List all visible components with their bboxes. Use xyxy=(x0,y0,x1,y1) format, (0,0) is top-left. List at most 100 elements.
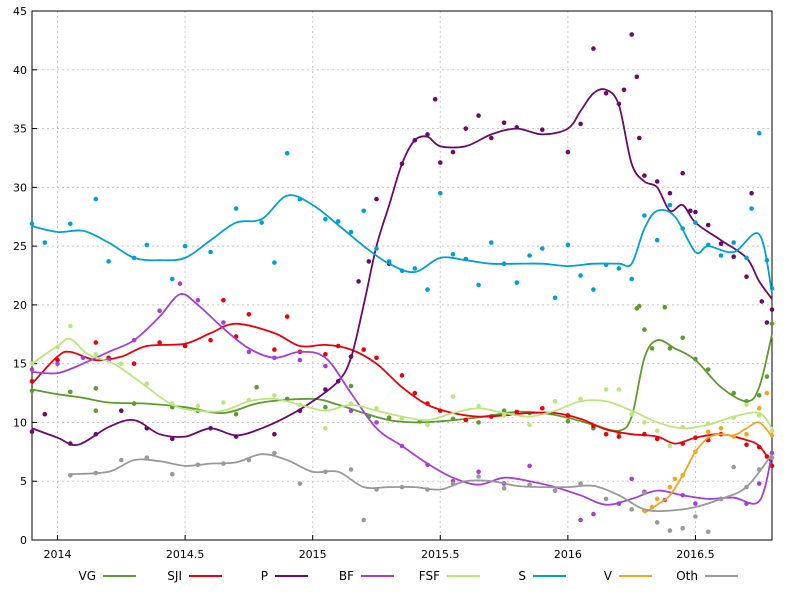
data-point-bf xyxy=(374,420,379,425)
data-point-p xyxy=(540,127,545,132)
trend-line-bf xyxy=(31,293,773,506)
data-point-fsf xyxy=(629,411,634,417)
legend-item-s: S xyxy=(518,569,566,583)
data-point-vg xyxy=(348,383,354,389)
data-point-s xyxy=(629,276,634,282)
y-tick-label: 20 xyxy=(13,299,27,312)
data-point-s xyxy=(527,253,532,258)
data-point-p xyxy=(463,126,469,131)
data-point-oth xyxy=(501,486,507,491)
data-point-fsf xyxy=(769,428,775,434)
data-point-fsf xyxy=(552,399,558,404)
data-point-fsf xyxy=(425,422,430,428)
data-point-p xyxy=(759,299,765,304)
trend-line-s xyxy=(31,194,773,294)
data-point-fsf xyxy=(221,400,226,405)
y-axis: 0 5 10 15 20 25 30 35 40 45 xyxy=(13,5,37,547)
legend-item-p: P xyxy=(261,569,308,583)
data-point-fsf xyxy=(450,394,456,399)
data-point-oth xyxy=(680,525,685,531)
data-point-bf xyxy=(591,511,596,517)
data-point-vg xyxy=(662,304,668,310)
data-point-sji xyxy=(540,406,545,411)
data-point-sji xyxy=(603,431,609,437)
y-tick-label: 5 xyxy=(20,475,27,488)
data-point-v xyxy=(744,431,749,437)
data-point-sji xyxy=(616,434,622,439)
data-point-oth xyxy=(119,457,124,463)
data-point-p xyxy=(688,208,693,214)
data-point-s xyxy=(654,237,660,243)
data-point-p xyxy=(637,135,642,141)
series-layer xyxy=(29,32,775,535)
data-point-fsf xyxy=(93,352,99,357)
data-point-fsf xyxy=(399,416,405,422)
legend-label: FSF xyxy=(419,569,440,583)
data-point-v xyxy=(756,406,762,411)
data-point-p xyxy=(42,411,48,417)
data-point-sji xyxy=(463,417,469,423)
data-point-oth xyxy=(603,496,609,502)
data-point-oth xyxy=(361,517,367,523)
legend-label: S xyxy=(518,569,526,583)
data-point-p xyxy=(578,121,583,127)
data-point-vg xyxy=(756,393,762,398)
data-point-sji xyxy=(374,355,379,361)
data-point-p xyxy=(438,160,443,165)
data-point-sji xyxy=(93,340,99,345)
data-point-oth xyxy=(667,528,673,533)
data-point-s xyxy=(718,253,724,258)
data-point-bf xyxy=(246,349,252,355)
data-point-s xyxy=(233,206,239,211)
series-oth xyxy=(68,450,775,535)
legend-item-oth: Oth xyxy=(676,569,738,583)
series-v xyxy=(642,390,775,514)
data-point-fsf xyxy=(195,403,201,409)
data-point-bf xyxy=(629,476,634,482)
legend-item-vg: VG xyxy=(78,569,136,583)
y-tick-label: 30 xyxy=(13,181,27,194)
data-point-s xyxy=(744,255,749,261)
data-point-p xyxy=(374,196,379,202)
data-point-p xyxy=(634,74,640,80)
data-point-p xyxy=(718,241,724,247)
x-tick-label: 2015.5 xyxy=(421,548,460,561)
trend-line-oth xyxy=(70,453,773,513)
data-point-vg xyxy=(68,389,73,395)
trend-line-p xyxy=(31,88,773,446)
data-point-oth xyxy=(578,481,583,486)
data-point-vg xyxy=(680,335,685,341)
data-point-s xyxy=(642,213,647,218)
trend-line-fsf xyxy=(31,337,773,430)
data-point-fsf xyxy=(616,387,622,392)
data-point-bf xyxy=(476,469,481,475)
data-point-fsf xyxy=(744,402,749,408)
data-point-oth xyxy=(629,507,634,512)
data-point-vg xyxy=(386,415,392,421)
data-point-s xyxy=(489,240,494,245)
data-point-p xyxy=(432,96,438,102)
y-tick-label: 25 xyxy=(13,240,27,253)
data-point-vg xyxy=(323,404,328,410)
data-point-vg xyxy=(501,408,507,414)
data-point-oth xyxy=(272,450,277,456)
legend-label: Oth xyxy=(676,569,698,583)
data-point-vg xyxy=(705,367,711,372)
data-point-p xyxy=(425,132,430,137)
data-point-fsf xyxy=(603,387,609,392)
trend-line-sji xyxy=(31,322,773,465)
data-point-sji xyxy=(514,409,520,415)
data-point-vg xyxy=(93,386,99,391)
data-point-sji xyxy=(769,463,775,469)
data-point-p xyxy=(680,170,685,176)
legend-label: P xyxy=(261,569,268,583)
data-point-s xyxy=(182,243,188,249)
data-point-fsf xyxy=(68,323,73,329)
x-tick-label: 2014.5 xyxy=(166,548,205,561)
data-point-s xyxy=(144,242,150,248)
y-tick-label: 35 xyxy=(13,123,27,136)
data-point-p xyxy=(366,259,372,264)
data-point-s xyxy=(578,273,583,278)
legend-label: BF xyxy=(339,569,354,583)
